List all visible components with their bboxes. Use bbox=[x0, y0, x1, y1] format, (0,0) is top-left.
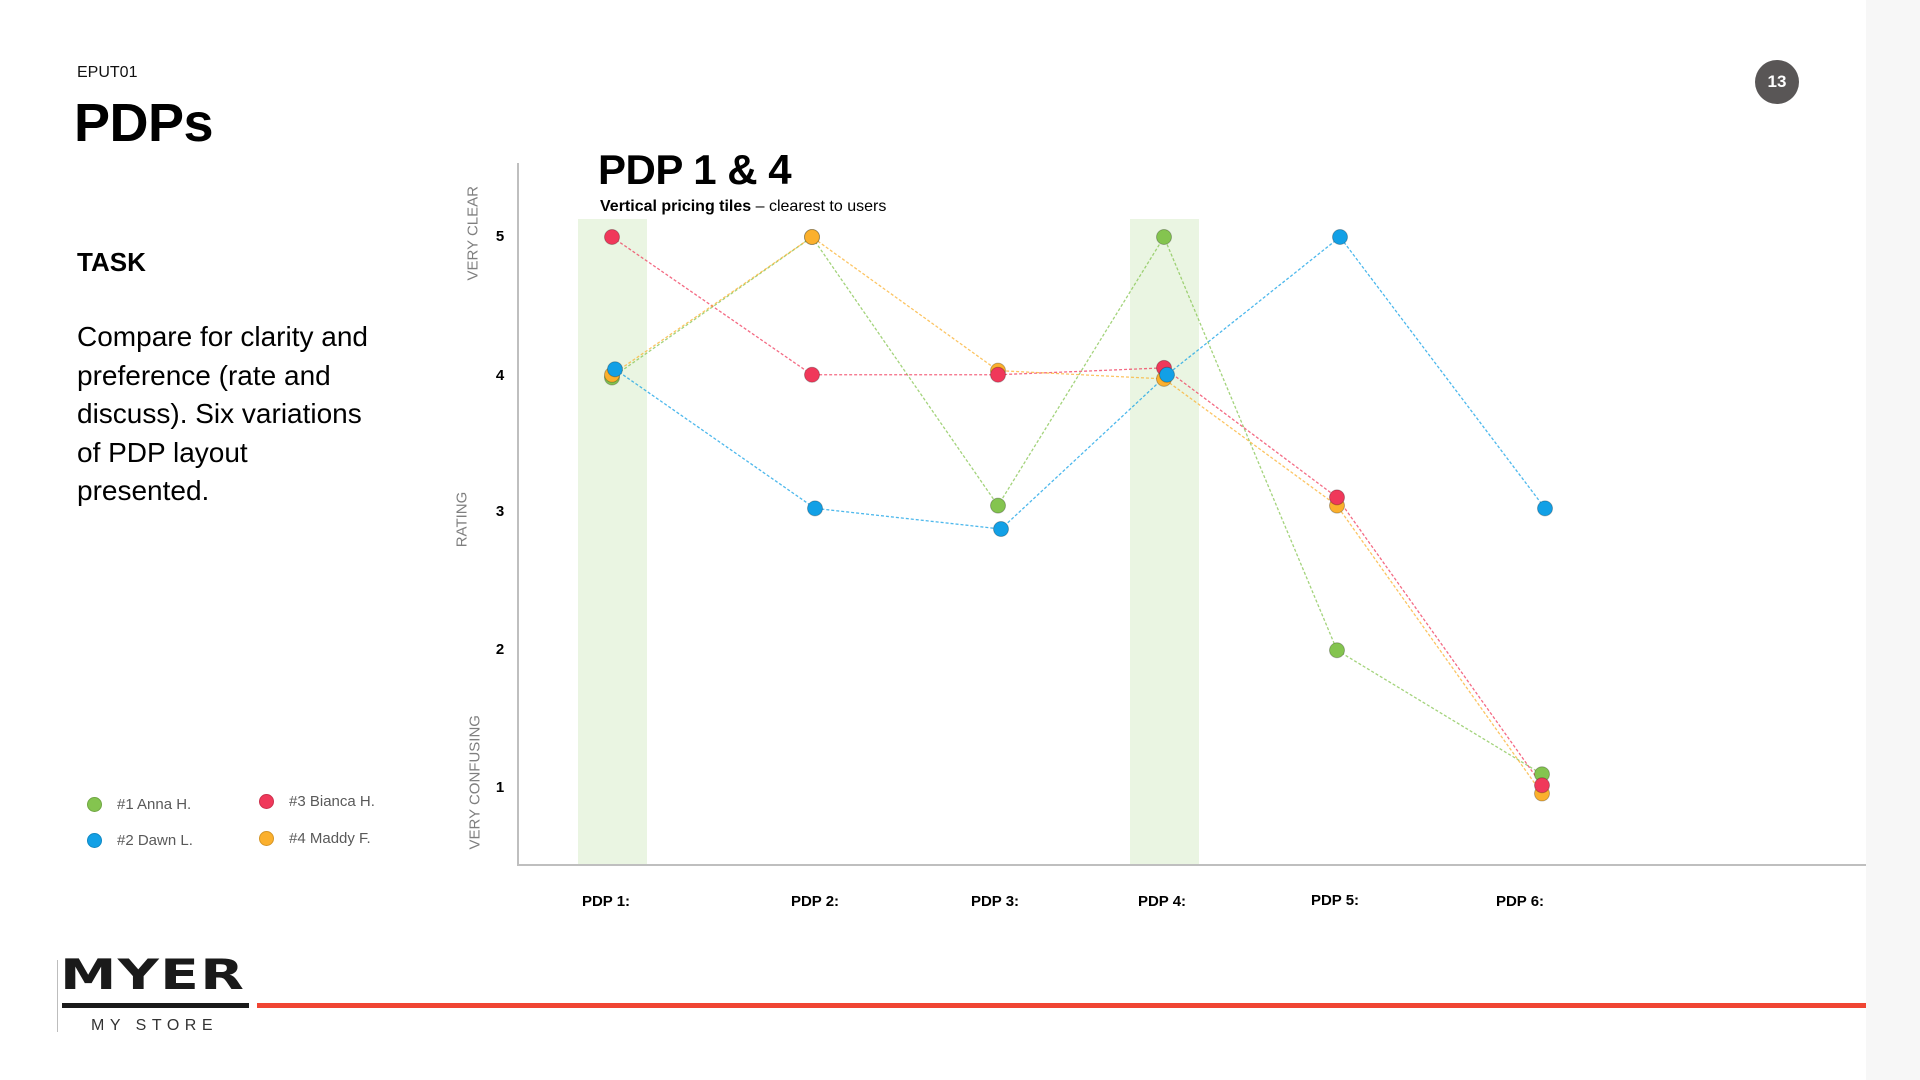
y-axis-top-label: VERY CLEAR bbox=[464, 186, 482, 281]
page-title: PDPs bbox=[74, 93, 214, 153]
y-tick-1: 1 bbox=[495, 779, 505, 796]
task-description: Compare for clarity and preference (rate… bbox=[77, 321, 369, 506]
data-point bbox=[604, 229, 620, 245]
legend-item-dawn: #2 Dawn L. bbox=[87, 832, 193, 849]
data-point bbox=[1332, 229, 1348, 245]
data-point bbox=[807, 500, 823, 517]
y-axis-label: RATING bbox=[453, 491, 471, 548]
data-point bbox=[1329, 642, 1345, 659]
data-point bbox=[990, 497, 1006, 514]
series-line bbox=[611, 235, 1543, 775]
chart-heading: PDP 1 & 4 bbox=[598, 146, 792, 193]
x-label-pdp5: PDP 5: bbox=[1310, 892, 1360, 909]
data-point bbox=[1156, 229, 1172, 245]
legend-label: #4 Maddy F. bbox=[289, 830, 371, 847]
highlight-band bbox=[578, 219, 647, 866]
legend-item-bianca: #3 Bianca H. bbox=[259, 793, 375, 810]
y-tick-2: 2 bbox=[495, 641, 505, 658]
legend-label: #1 Anna H. bbox=[117, 796, 192, 813]
y-tick-4: 4 bbox=[495, 367, 505, 384]
data-point bbox=[804, 229, 820, 245]
x-label-pdp3: PDP 3: bbox=[970, 893, 1020, 910]
data-point bbox=[607, 361, 623, 378]
legend-label: #3 Bianca H. bbox=[289, 793, 375, 810]
x-label-pdp4: PDP 4: bbox=[1137, 893, 1187, 910]
legend-dot-icon bbox=[259, 831, 274, 846]
x-label-pdp6: PDP 6: bbox=[1495, 893, 1545, 910]
legend-item-anna: #1 Anna H. bbox=[87, 796, 191, 813]
chart-subtitle-bold: Vertical pricing tiles bbox=[600, 198, 752, 215]
page-number-badge: 13 bbox=[1755, 60, 1799, 104]
myer-logo-wordmark: MYER bbox=[60, 950, 246, 999]
legend-dot-icon bbox=[87, 833, 102, 848]
y-axis-bottom-label: VERY CONFUSING bbox=[466, 715, 484, 850]
y-tick-5: 5 bbox=[495, 228, 505, 245]
logo-underline bbox=[62, 1003, 249, 1008]
data-point bbox=[1537, 500, 1553, 517]
data-point bbox=[804, 366, 820, 383]
x-label-pdp1: PDP 1: bbox=[581, 893, 631, 910]
x-label-pdp2: PDP 2: bbox=[790, 893, 840, 910]
slide-code: EPUT01 bbox=[77, 64, 138, 81]
task-heading: TASK bbox=[77, 247, 146, 277]
series-line bbox=[614, 236, 1546, 530]
y-tick-3: 3 bbox=[495, 503, 505, 520]
chart-subtitle-rest: – clearest to users bbox=[751, 198, 887, 215]
footer-accent-line bbox=[257, 1003, 1866, 1008]
myer-logo-tagline: MY STORE bbox=[91, 1017, 218, 1034]
data-point bbox=[1159, 366, 1175, 383]
legend-dot-icon bbox=[87, 797, 102, 812]
logo-divider bbox=[57, 960, 58, 1032]
series-line bbox=[611, 236, 1543, 786]
data-point bbox=[993, 521, 1009, 538]
data-point bbox=[1534, 777, 1550, 794]
legend-label: #2 Dawn L. bbox=[117, 832, 193, 849]
series-line bbox=[611, 236, 1543, 794]
side-panel bbox=[1866, 0, 1920, 1080]
highlight-band bbox=[1130, 219, 1199, 866]
legend-item-maddy: #4 Maddy F. bbox=[259, 830, 371, 847]
data-point bbox=[990, 366, 1006, 383]
data-point bbox=[1329, 489, 1345, 506]
chart-subtitle: Vertical pricing tiles – clearest to use… bbox=[600, 198, 886, 216]
legend-dot-icon bbox=[259, 794, 274, 809]
